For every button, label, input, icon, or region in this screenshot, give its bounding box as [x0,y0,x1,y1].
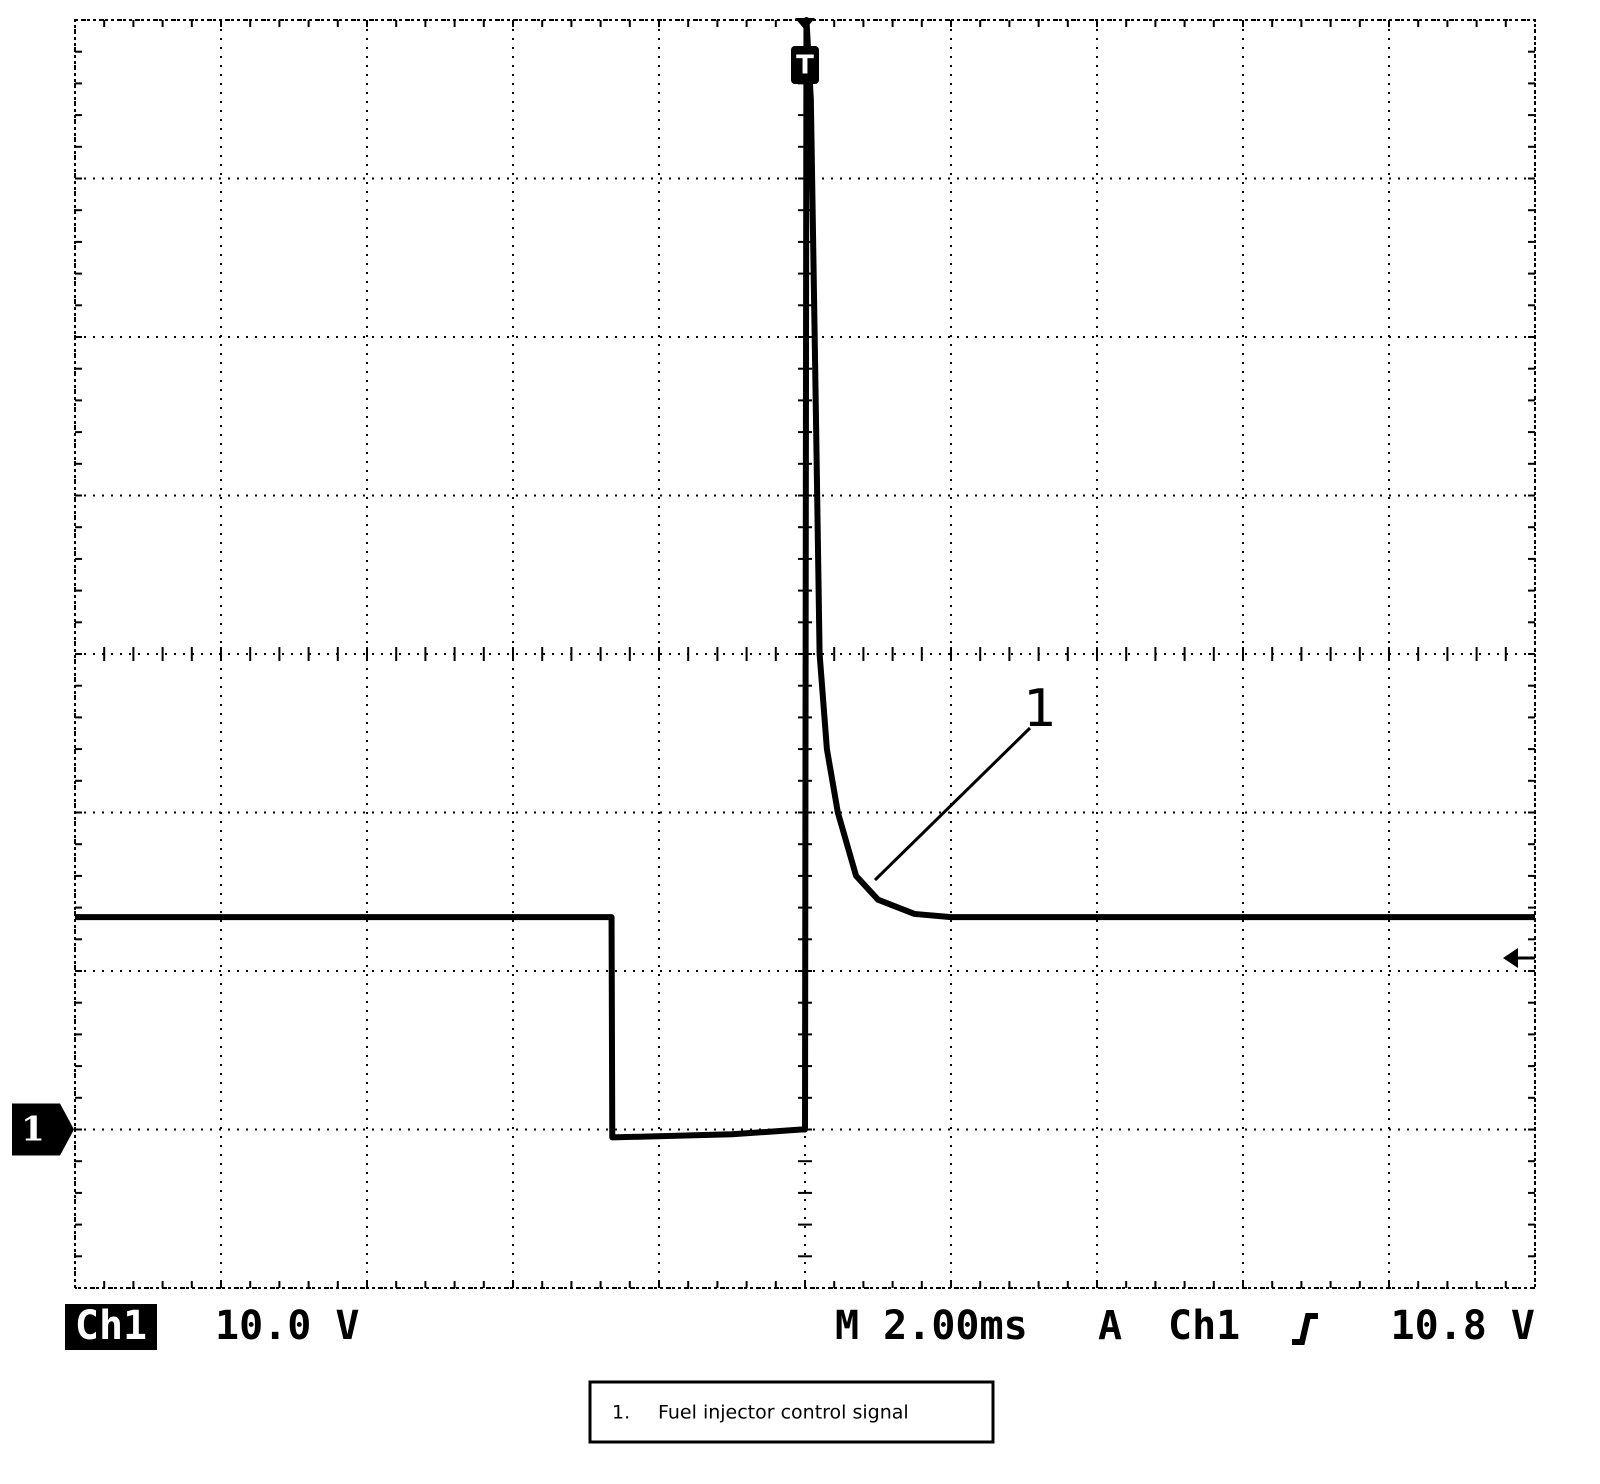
signal-trace [75,17,1535,1141]
channel-marker-label: 1 [21,1110,45,1150]
channel-marker: 1 [12,1103,74,1156]
status-trigger-level: 10.8 V [1391,1303,1536,1349]
caption-box [588,1380,995,1444]
status-trigger-mode: A [1098,1303,1122,1349]
trace-layer [75,17,1535,1141]
rising-edge-icon [1292,1313,1318,1345]
status-trigger-source: Ch1 [1168,1303,1240,1349]
trigger-marker-label: T [796,51,814,81]
status-channel: Ch1 [75,1303,147,1349]
caption-text: Fuel injector control signal [658,1402,909,1424]
status-timebase: M 2.00ms [835,1303,1028,1349]
annotation: 1 [1023,679,1056,739]
channel-badge [65,1304,157,1350]
trigger-position-marker: T [791,18,819,84]
caption-number: 1. [612,1402,630,1424]
trigger-level-arrow [1503,948,1535,968]
annotation-leader [873,726,1032,882]
status-scale: 10.0 V [215,1303,360,1349]
